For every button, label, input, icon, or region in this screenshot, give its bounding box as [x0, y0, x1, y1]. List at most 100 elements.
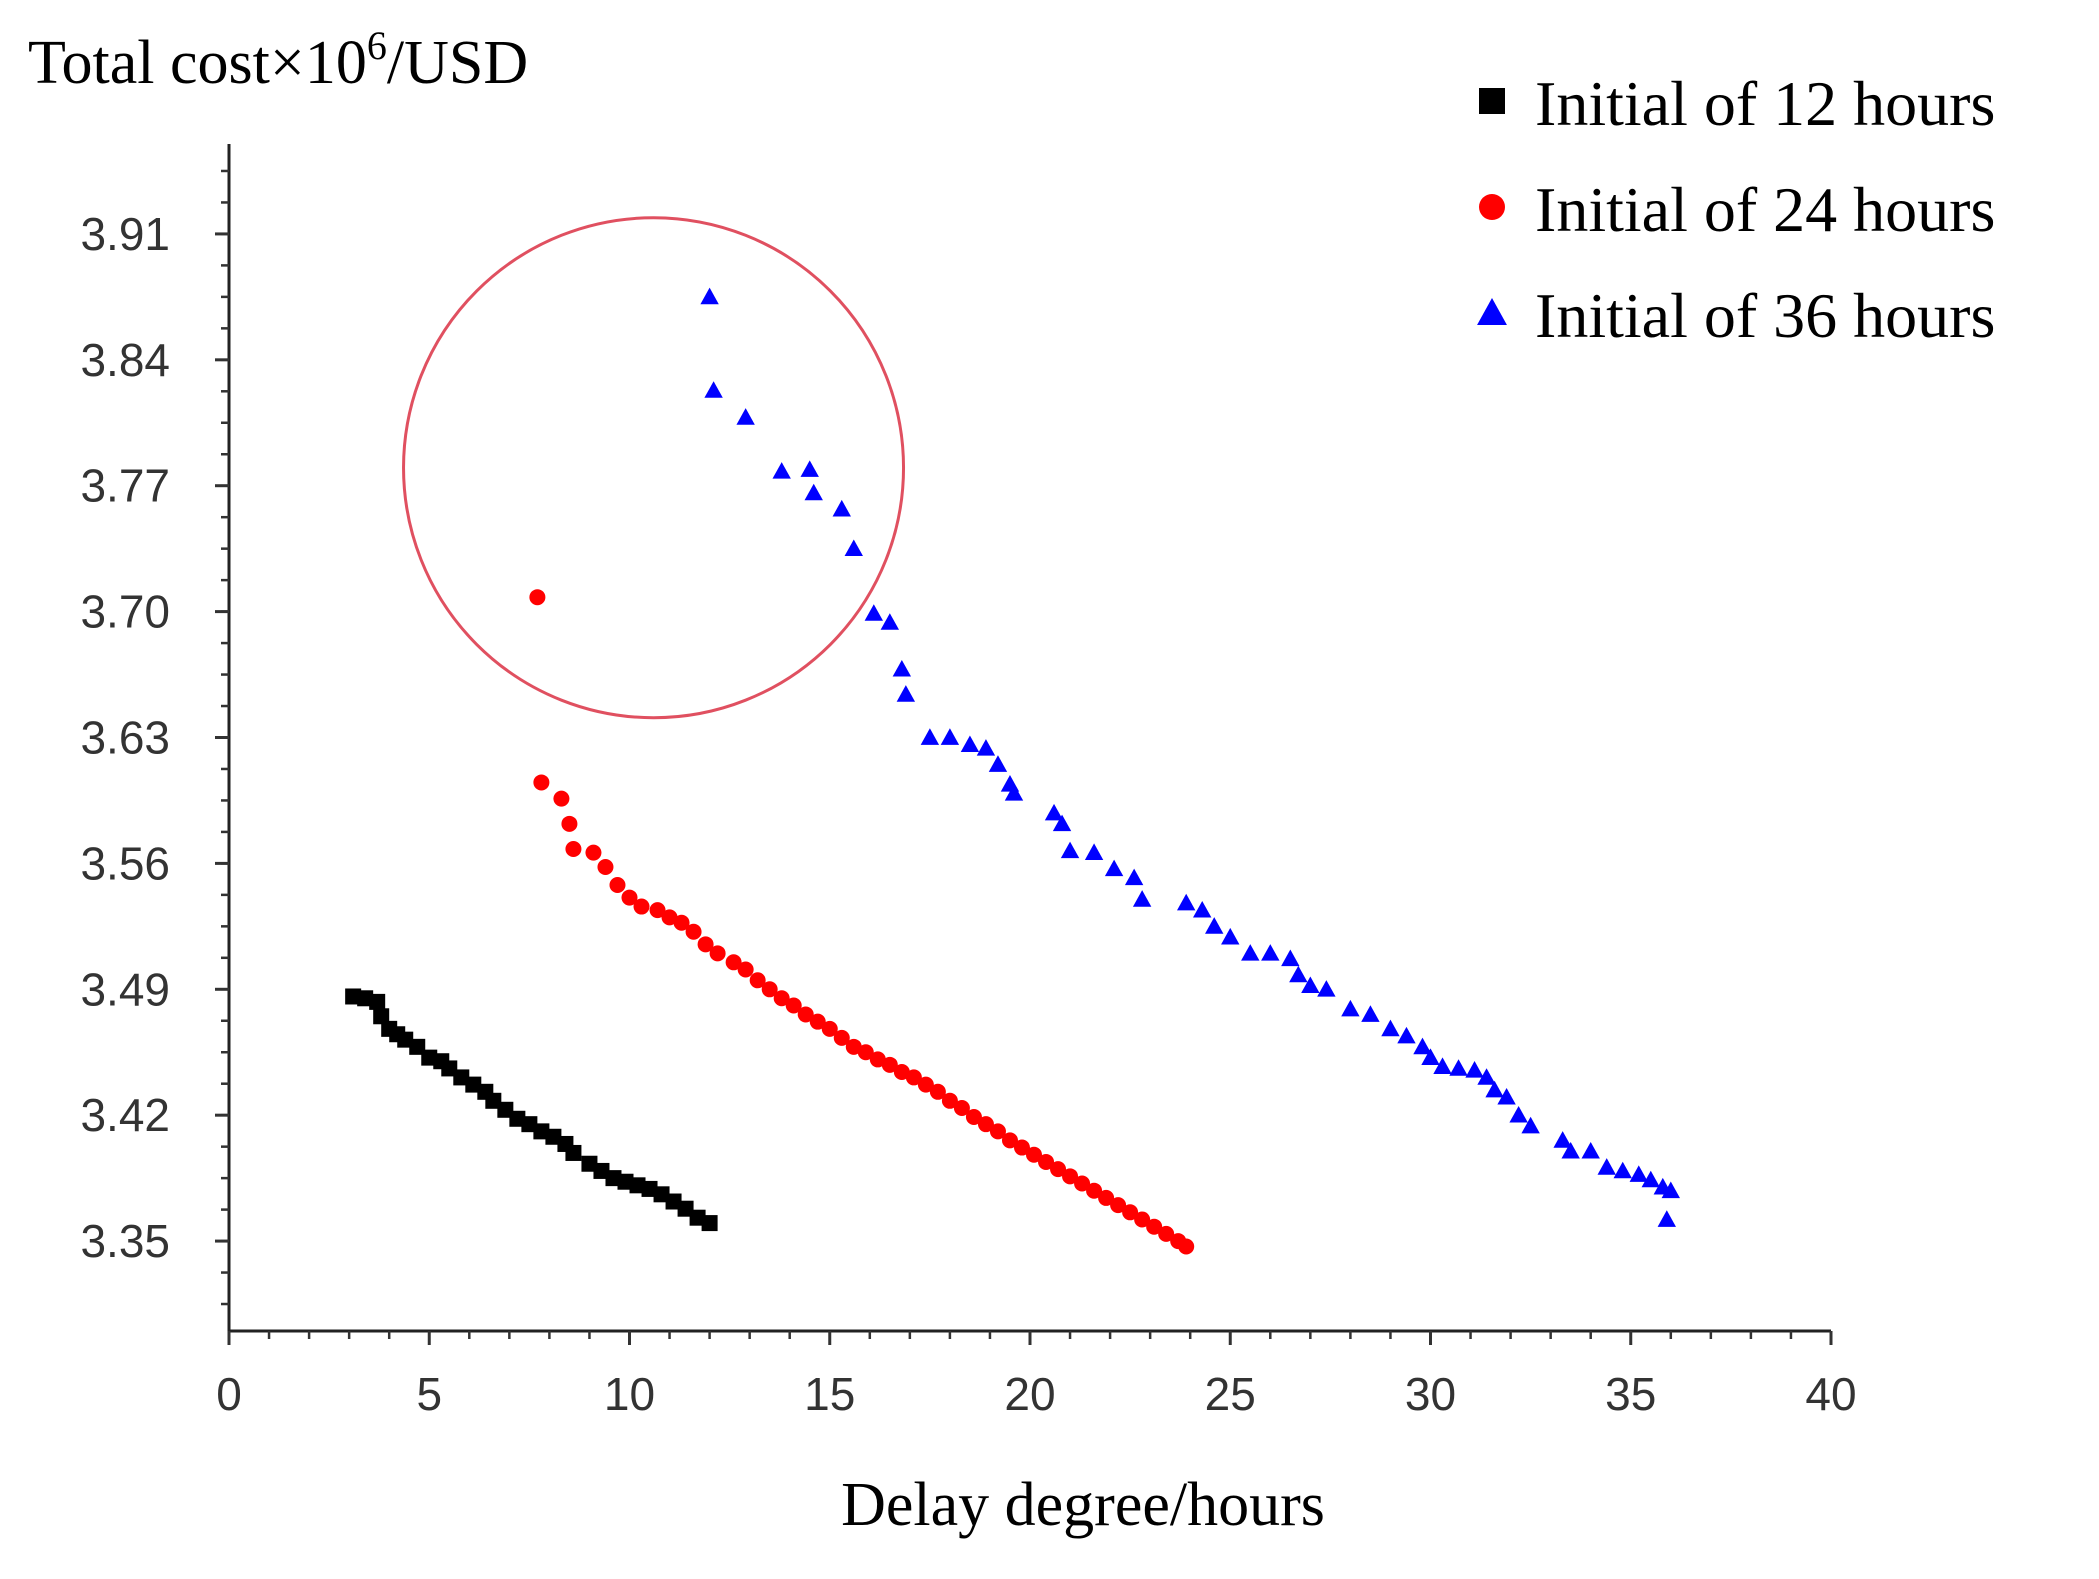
data-point	[609, 876, 626, 893]
data-point	[677, 1200, 694, 1217]
data-point	[1341, 999, 1360, 1017]
data-point	[976, 739, 996, 756]
data-point	[585, 844, 602, 861]
data-point	[521, 1116, 538, 1133]
data-point	[1613, 1161, 1632, 1179]
data-point	[1004, 784, 1024, 801]
data-point	[896, 685, 916, 702]
data-point	[821, 1020, 838, 1037]
data-point	[965, 1108, 982, 1125]
y-axis-title: Total cost×106/USD	[28, 23, 528, 97]
series-3	[700, 287, 1680, 1227]
y-tick-label: 3.91	[80, 208, 170, 260]
data-point	[1158, 1225, 1175, 1242]
data-point	[1178, 1238, 1195, 1255]
data-point	[1485, 1080, 1504, 1098]
data-point	[649, 902, 666, 919]
x-axis-title: Delay degree/hours	[841, 1471, 1325, 1539]
data-point	[1553, 1131, 1572, 1148]
data-point	[357, 990, 374, 1007]
data-point	[1657, 1210, 1676, 1227]
data-point	[857, 1044, 874, 1061]
data-point	[561, 815, 578, 832]
data-point	[369, 993, 386, 1010]
data-points	[345, 287, 1680, 1255]
data-point	[689, 1209, 706, 1226]
data-point	[1110, 1197, 1127, 1214]
data-point	[653, 1186, 670, 1203]
data-point	[1397, 1026, 1416, 1044]
data-point	[1104, 859, 1124, 877]
y-tick-label: 3.35	[80, 1215, 170, 1267]
data-point	[1629, 1165, 1648, 1182]
legend-marker	[1479, 88, 1505, 114]
data-point	[617, 1173, 634, 1190]
legend: Initial of 12 hours Initial of 24 hours In…	[1477, 68, 1995, 351]
data-point	[929, 1083, 946, 1100]
annotation-layer	[402, 216, 906, 720]
data-point	[1497, 1087, 1516, 1105]
data-point	[701, 1215, 718, 1232]
data-point	[1044, 803, 1064, 821]
data-point	[1062, 1168, 1079, 1185]
series-1	[345, 988, 718, 1232]
data-point	[804, 483, 823, 501]
x-tick-label: 10	[604, 1368, 655, 1420]
data-point	[1124, 868, 1144, 886]
data-point	[1050, 1161, 1067, 1178]
data-point	[1581, 1141, 1600, 1159]
data-point	[737, 961, 754, 978]
data-point	[749, 972, 766, 989]
data-point	[565, 1144, 582, 1161]
data-point	[1477, 1068, 1496, 1085]
data-point	[1013, 1139, 1030, 1156]
data-point	[1221, 927, 1240, 945]
data-point	[941, 1092, 958, 1109]
x-tick-label: 40	[1805, 1368, 1856, 1420]
data-point	[373, 1008, 390, 1025]
data-point	[1122, 1204, 1139, 1221]
data-point	[989, 1123, 1006, 1140]
data-point	[1038, 1153, 1055, 1170]
x-axis: 0 5 10 15 20 25 30 35 40	[216, 1329, 1857, 1420]
data-point	[1641, 1170, 1660, 1188]
x-tick-label: 0	[216, 1368, 242, 1420]
data-point	[1205, 917, 1224, 934]
x-tick-label: 35	[1605, 1368, 1656, 1420]
data-point	[661, 909, 678, 926]
data-point	[1301, 976, 1320, 994]
data-point	[593, 1162, 610, 1179]
legend-marker	[1477, 298, 1507, 325]
data-point	[1281, 949, 1300, 967]
data-point	[345, 988, 362, 1005]
data-point	[960, 735, 980, 753]
data-point	[673, 914, 690, 931]
y-tick-label: 3.63	[80, 712, 170, 764]
data-point	[773, 990, 790, 1007]
data-point	[1521, 1116, 1540, 1134]
data-point	[772, 462, 791, 479]
data-point	[1074, 1175, 1091, 1192]
data-point	[597, 858, 614, 875]
data-point	[809, 1013, 826, 1030]
data-point	[1289, 965, 1308, 983]
data-point	[1449, 1059, 1468, 1076]
data-point	[1261, 944, 1280, 961]
data-point	[844, 539, 863, 557]
data-point	[633, 898, 650, 915]
highlight-circle	[402, 216, 906, 720]
data-point	[1509, 1105, 1528, 1123]
data-point	[881, 1056, 898, 1073]
data-point	[509, 1110, 526, 1127]
data-point	[1433, 1057, 1452, 1074]
data-point	[797, 1006, 814, 1023]
data-point	[1134, 1211, 1151, 1228]
y-tick-label: 3.84	[80, 334, 170, 386]
data-point	[1026, 1146, 1043, 1163]
legend-marker	[1479, 194, 1505, 220]
x-tick-label: 5	[416, 1368, 442, 1420]
data-point	[1098, 1189, 1115, 1206]
data-point	[833, 1029, 850, 1046]
data-point	[704, 381, 723, 398]
